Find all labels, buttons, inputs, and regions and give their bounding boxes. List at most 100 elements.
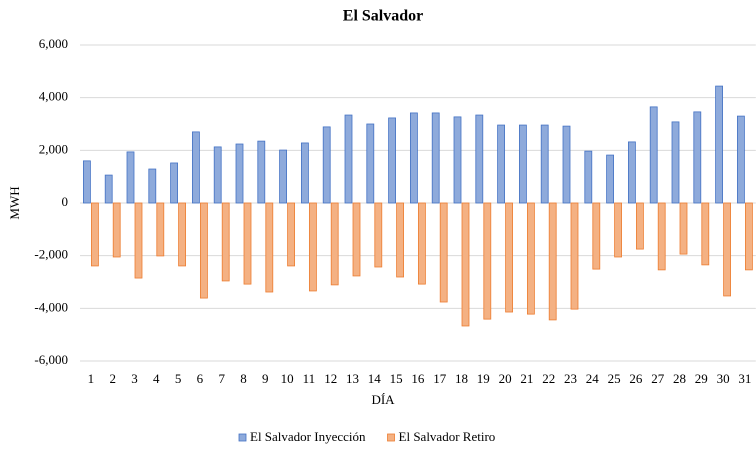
bar xyxy=(300,142,309,204)
bar xyxy=(213,146,222,204)
bar xyxy=(170,162,179,204)
y-tick-label: 4,000 xyxy=(39,89,68,104)
bar xyxy=(475,114,484,204)
bar xyxy=(374,202,383,268)
bar xyxy=(322,126,331,204)
bar xyxy=(287,202,296,267)
bar xyxy=(570,202,579,310)
bar xyxy=(235,143,244,204)
x-tick-label: 16 xyxy=(411,371,425,386)
bar xyxy=(199,202,208,299)
x-tick-label: 25 xyxy=(608,371,621,386)
x-tick-label: 22 xyxy=(542,371,555,386)
bar xyxy=(461,202,470,327)
bar xyxy=(104,174,113,204)
chart-title: El Salvador xyxy=(343,8,423,25)
bar xyxy=(497,124,506,204)
x-tick-label: 29 xyxy=(695,371,708,386)
bar xyxy=(649,106,658,204)
bar xyxy=(265,202,274,293)
bar xyxy=(519,124,527,204)
bar xyxy=(112,202,121,258)
bar xyxy=(505,202,514,313)
bar xyxy=(148,168,157,204)
x-tick-label: 26 xyxy=(629,371,643,386)
x-tick-label: 18 xyxy=(455,371,468,386)
bar xyxy=(409,112,418,204)
legend-label: El Salvador Retiro xyxy=(399,429,496,444)
bar xyxy=(126,151,135,204)
x-tick-label: 15 xyxy=(390,371,403,386)
bar xyxy=(527,202,535,315)
bar xyxy=(723,202,731,297)
x-tick-label: 17 xyxy=(433,371,447,386)
x-axis-label: DÍA xyxy=(371,392,395,407)
bar xyxy=(221,202,230,282)
bar xyxy=(483,202,492,320)
y-tick-label: 2,000 xyxy=(39,141,68,156)
bar xyxy=(156,202,165,257)
legend-swatch xyxy=(238,433,247,442)
x-tick-label: 1 xyxy=(88,371,95,386)
x-tick-label: 20 xyxy=(499,371,512,386)
x-tick-label: 3 xyxy=(131,371,138,386)
bar xyxy=(606,154,614,204)
bar xyxy=(431,112,440,204)
y-tick-label: 0 xyxy=(62,194,69,209)
bar xyxy=(439,202,448,303)
x-tick-label: 11 xyxy=(303,371,316,386)
x-tick-label: 4 xyxy=(153,371,160,386)
x-tick-label: 2 xyxy=(109,371,116,386)
x-tick-label: 12 xyxy=(324,371,337,386)
bar xyxy=(679,202,688,255)
x-tick-label: 5 xyxy=(175,371,182,386)
bar xyxy=(614,202,622,258)
bar xyxy=(352,202,361,277)
bar xyxy=(671,121,680,204)
bar xyxy=(701,202,710,266)
x-tick-label: 13 xyxy=(346,371,359,386)
x-tick-label: 19 xyxy=(477,371,490,386)
y-tick-label: -6,000 xyxy=(34,352,68,367)
legend-swatch xyxy=(387,433,395,442)
x-tick-label: 27 xyxy=(651,371,665,386)
bar xyxy=(178,202,187,267)
bar xyxy=(693,111,702,204)
bar xyxy=(562,125,571,204)
y-axis-label: MWH xyxy=(7,186,22,219)
legend-label: El Salvador Inyección xyxy=(250,429,366,444)
x-tick-label: 24 xyxy=(586,371,600,386)
bar xyxy=(396,202,405,278)
bar xyxy=(548,202,557,321)
x-tick-label: 21 xyxy=(520,371,533,386)
bar xyxy=(134,202,143,279)
x-tick-label: 10 xyxy=(281,371,294,386)
bar xyxy=(191,131,200,204)
x-tick-label: 23 xyxy=(564,371,577,386)
x-tick-label: 8 xyxy=(240,371,247,386)
bar xyxy=(715,85,723,204)
y-tick-label: -2,000 xyxy=(34,247,68,262)
bar xyxy=(584,150,593,204)
bar xyxy=(330,202,339,286)
x-tick-label: 14 xyxy=(368,371,382,386)
bar xyxy=(628,141,636,204)
x-tick-label: 31 xyxy=(738,371,751,386)
x-tick-label: 7 xyxy=(218,371,225,386)
x-tick-label: 30 xyxy=(717,371,730,386)
x-tick-label: 28 xyxy=(673,371,686,386)
bar xyxy=(344,114,353,204)
y-tick-label: 6,000 xyxy=(39,36,68,51)
bar xyxy=(91,202,99,267)
bar xyxy=(279,149,288,204)
bar xyxy=(83,160,91,204)
bar xyxy=(308,202,317,292)
bar xyxy=(636,202,644,250)
bar xyxy=(540,124,549,204)
bar xyxy=(243,202,252,285)
bar xyxy=(388,117,397,204)
bar xyxy=(745,202,753,271)
bar xyxy=(417,202,426,285)
bar xyxy=(657,202,666,271)
